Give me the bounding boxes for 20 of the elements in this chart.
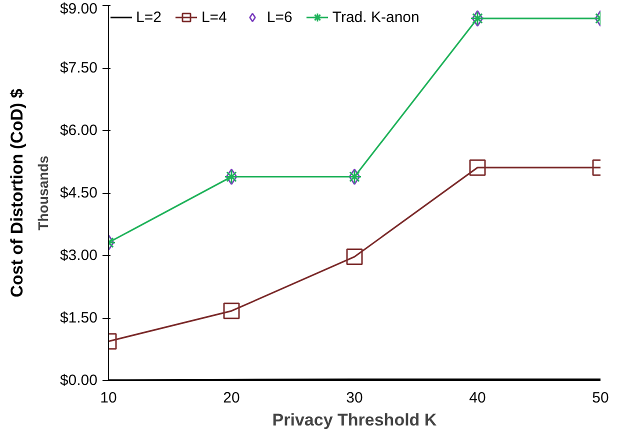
x-tick-label: 40 (469, 390, 486, 406)
y-tick-label: $9.00 (60, 0, 98, 18)
y-tick-label: $1.50 (60, 310, 98, 326)
y-tick-label: $0.00 (60, 372, 98, 389)
y-tick-label: $6.00 (60, 122, 98, 139)
text: Thousands (34, 155, 51, 230)
x-axis-title: Privacy Threshold K (272, 410, 438, 430)
legend-label: L=4 (201, 8, 227, 26)
y-tick-label: $3.00 (60, 247, 98, 264)
point (346, 248, 363, 265)
y-tick-label: $7.50 (60, 60, 98, 76)
y-axis-title: Cost of Distortion (CoD) $ (8, 88, 26, 298)
x-tick-label: 10 (100, 390, 117, 406)
x-tick-label: 30 (346, 390, 363, 406)
legend-label: Trad. K-anon (332, 8, 420, 26)
legend-label: L=6 (266, 8, 292, 26)
x-tick-label: 50 (592, 390, 609, 406)
legend-label: L=2 (136, 8, 162, 26)
x-tick-label: 20 (223, 390, 240, 406)
y-tick-label: $4.50 (60, 184, 98, 202)
